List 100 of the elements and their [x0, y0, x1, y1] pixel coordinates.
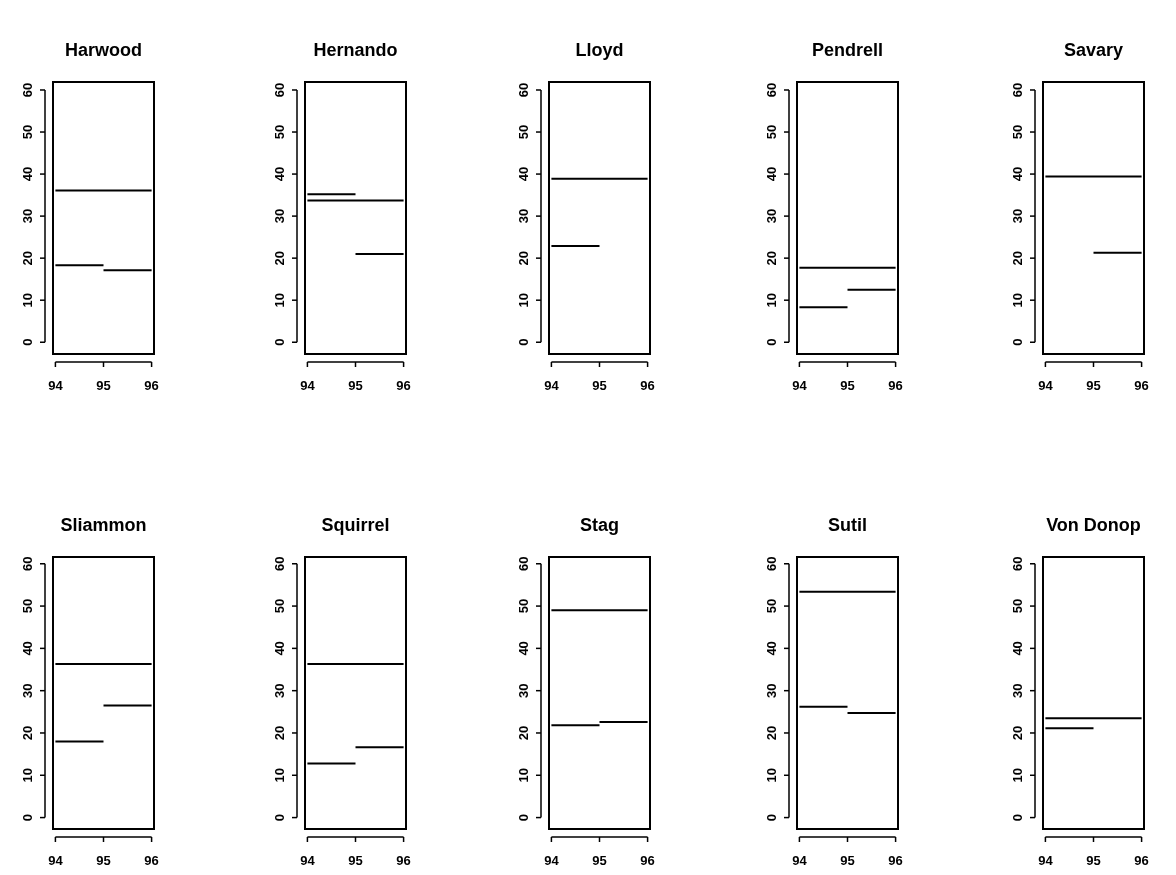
y-tick-label: 50 [272, 598, 288, 614]
y-tick-label: 60 [20, 82, 36, 98]
y-tick-label: 10 [20, 768, 36, 783]
y-tick-label: 10 [272, 292, 288, 308]
y-tick-label: 40 [516, 166, 532, 182]
x-tick-label: 95 [348, 378, 363, 393]
y-tick-label: 60 [764, 556, 780, 571]
x-tick-label: 94 [1038, 853, 1054, 868]
x-tick-label: 95 [1086, 853, 1101, 868]
y-tick-label: 30 [516, 208, 532, 224]
y-tick-label: 40 [272, 166, 288, 182]
y-tick-label: 10 [272, 768, 288, 783]
x-tick-label: 96 [396, 853, 411, 868]
y-tick-label: 60 [1010, 82, 1026, 98]
chart-title: Squirrel [321, 515, 390, 535]
y-tick-label: 30 [20, 208, 36, 224]
y-tick-label: 60 [764, 82, 780, 98]
y-tick-label: 30 [764, 208, 780, 224]
chart-title: Savary [1063, 40, 1124, 60]
y-tick-label: 30 [1010, 208, 1026, 224]
y-tick-label: 50 [20, 124, 36, 140]
x-tick-label: 96 [144, 378, 159, 393]
y-tick-label: 60 [272, 556, 288, 571]
y-tick-label: 40 [764, 641, 780, 656]
y-tick-label: 50 [516, 598, 532, 614]
y-tick-label: 0 [272, 338, 288, 346]
x-tick-label: 94 [1038, 378, 1054, 393]
y-tick-label: 10 [516, 292, 532, 308]
y-tick-label: 40 [1010, 166, 1026, 182]
y-tick-label: 20 [1010, 725, 1026, 741]
x-tick-label: 95 [348, 853, 363, 868]
y-tick-label: 50 [20, 598, 36, 614]
y-tick-label: 40 [20, 166, 36, 182]
y-tick-label: 50 [272, 124, 288, 140]
y-tick-label: 10 [1010, 768, 1026, 783]
y-tick-label: 0 [764, 338, 780, 346]
x-tick-label: 94 [792, 853, 808, 868]
x-tick-label: 94 [300, 853, 316, 868]
x-tick-label: 95 [1086, 378, 1101, 393]
y-tick-label: 60 [272, 82, 288, 98]
chart-title: Sliammon [60, 515, 147, 535]
y-tick-label: 0 [20, 338, 36, 346]
y-tick-label: 40 [764, 166, 780, 182]
y-tick-label: 60 [1010, 556, 1026, 571]
y-tick-label: 20 [20, 250, 36, 266]
y-tick-label: 30 [764, 683, 780, 698]
y-tick-label: 60 [516, 82, 532, 98]
y-tick-label: 50 [1010, 598, 1026, 614]
y-tick-label: 40 [20, 641, 36, 656]
y-tick-label: 50 [764, 124, 780, 140]
y-tick-label: 50 [1010, 124, 1026, 140]
y-tick-label: 20 [764, 250, 780, 266]
x-tick-label: 96 [1134, 378, 1149, 393]
y-tick-label: 30 [516, 683, 532, 698]
x-tick-label: 96 [396, 378, 411, 393]
y-tick-label: 10 [764, 292, 780, 308]
x-tick-label: 96 [1134, 853, 1149, 868]
x-tick-label: 94 [300, 378, 316, 393]
x-tick-label: 94 [544, 853, 560, 868]
y-tick-label: 0 [20, 813, 36, 822]
y-tick-label: 50 [764, 598, 780, 614]
y-tick-label: 40 [516, 641, 532, 656]
y-tick-label: 40 [272, 641, 288, 656]
x-tick-label: 95 [592, 853, 607, 868]
y-tick-label: 10 [764, 768, 780, 783]
x-tick-label: 95 [840, 378, 855, 393]
x-tick-label: 94 [544, 378, 560, 393]
y-tick-label: 0 [516, 338, 532, 346]
y-tick-label: 60 [20, 556, 36, 571]
x-tick-label: 96 [640, 378, 655, 393]
chart-title: Sutil [828, 515, 867, 535]
y-tick-label: 0 [764, 813, 780, 822]
y-tick-label: 20 [272, 725, 288, 741]
x-tick-label: 95 [840, 853, 855, 868]
chart-title: Hernando [313, 40, 398, 60]
y-tick-label: 0 [1010, 338, 1026, 346]
chart-title: Pendrell [811, 40, 884, 60]
x-tick-label: 95 [592, 378, 607, 393]
y-tick-label: 30 [1010, 683, 1026, 698]
y-tick-label: 0 [272, 813, 288, 822]
y-tick-label: 0 [1010, 813, 1026, 822]
y-tick-label: 0 [516, 813, 532, 822]
x-tick-label: 96 [888, 853, 903, 868]
y-tick-label: 20 [516, 250, 532, 266]
y-tick-label: 10 [516, 768, 532, 783]
y-tick-label: 10 [1010, 292, 1026, 308]
y-tick-label: 30 [20, 683, 36, 698]
y-tick-label: 20 [1010, 250, 1026, 266]
chart-title: Harwood [64, 40, 143, 60]
x-tick-label: 94 [792, 378, 808, 393]
x-tick-label: 96 [888, 378, 903, 393]
x-tick-label: 95 [96, 378, 111, 393]
y-tick-label: 60 [516, 556, 532, 571]
x-tick-label: 96 [144, 853, 159, 868]
y-tick-label: 30 [272, 683, 288, 698]
chart-title: Stag [579, 515, 620, 535]
y-tick-label: 20 [764, 725, 780, 741]
y-tick-label: 40 [1010, 641, 1026, 656]
y-tick-label: 30 [272, 208, 288, 224]
chart-title: Von Donop [1046, 515, 1141, 535]
